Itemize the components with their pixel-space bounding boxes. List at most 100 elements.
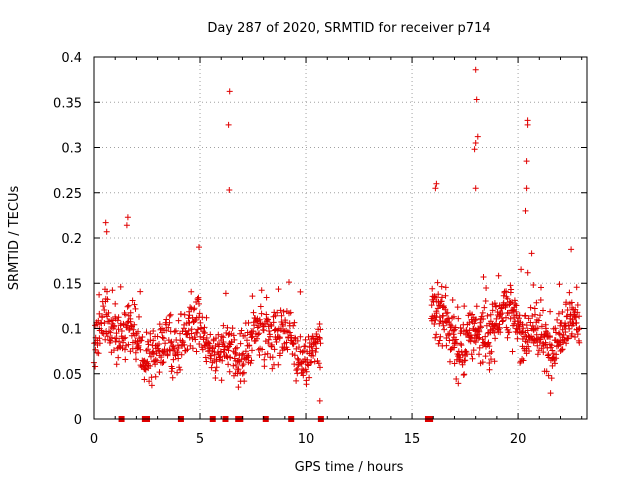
- data-point: [212, 375, 219, 381]
- data-point: [572, 334, 578, 340]
- data-point: [538, 323, 545, 330]
- data-point: [435, 340, 442, 347]
- data-point: [503, 302, 510, 309]
- data-point: [520, 325, 527, 332]
- data-point: [476, 328, 483, 335]
- data-point: [190, 306, 197, 313]
- data-point: [457, 324, 464, 331]
- data-point: [104, 333, 111, 340]
- data-point: [568, 299, 575, 306]
- data-point: [159, 334, 166, 341]
- data-point: [446, 319, 453, 325]
- data-point: [242, 332, 248, 339]
- data-point: [135, 342, 142, 349]
- data-point-outlier: [472, 185, 479, 192]
- data-point: [199, 346, 206, 353]
- data-point: [203, 335, 210, 341]
- data-point: [202, 354, 209, 361]
- data-point: [104, 296, 111, 303]
- data-point: [492, 335, 499, 342]
- data-point: [491, 329, 498, 336]
- data-point: [117, 283, 124, 290]
- data-point: [258, 287, 265, 294]
- data-point: [576, 339, 583, 346]
- data-point: [535, 317, 542, 324]
- data-point: [215, 331, 222, 338]
- data-point: [548, 342, 555, 349]
- data-point: [483, 285, 490, 291]
- data-point: [212, 367, 219, 374]
- data-point: [175, 317, 182, 324]
- data-point: [484, 330, 491, 337]
- data-point: [274, 309, 281, 316]
- data-point: [175, 345, 182, 351]
- data-point: [188, 326, 195, 333]
- data-point: [175, 355, 182, 362]
- data-point: [101, 320, 108, 326]
- data-point: [156, 369, 163, 376]
- data-point: [500, 292, 507, 299]
- data-point: [290, 322, 297, 329]
- data-point: [229, 325, 236, 332]
- data-point: [573, 319, 580, 326]
- data-point: [120, 335, 127, 342]
- data-point: [230, 332, 237, 339]
- data-point: [541, 332, 547, 339]
- data-point: [219, 357, 226, 364]
- data-point: [461, 303, 468, 310]
- data-point: [268, 343, 275, 350]
- data-point: [548, 375, 555, 382]
- data-point: [442, 284, 449, 291]
- data-point: [309, 347, 316, 354]
- data-point: [555, 310, 562, 317]
- data-point: [543, 368, 550, 375]
- data-point: [237, 330, 244, 337]
- data-point: [315, 360, 322, 367]
- data-point: [245, 319, 252, 326]
- data-point: [171, 345, 178, 352]
- data-point: [516, 315, 522, 322]
- data-point: [124, 319, 131, 326]
- data-point: [272, 312, 279, 319]
- data-point: [575, 326, 582, 333]
- data-point: [105, 309, 112, 316]
- data-point: [487, 318, 494, 325]
- data-point: [146, 350, 153, 357]
- data-point-outlier: [196, 244, 202, 251]
- data-point: [302, 343, 309, 350]
- data-point: [154, 333, 161, 340]
- data-point-outlier: [522, 207, 529, 214]
- data-point: [203, 358, 210, 365]
- data-point: [564, 313, 571, 320]
- data-point: [112, 300, 119, 307]
- data-point: [282, 319, 289, 326]
- data-point-outlier: [432, 185, 439, 192]
- data-point: [262, 351, 268, 358]
- data-point: [208, 352, 215, 359]
- data-point: [454, 304, 461, 311]
- data-point: [316, 321, 323, 327]
- data-point: [100, 303, 107, 310]
- data-point: [509, 307, 516, 314]
- data-point: [547, 390, 554, 397]
- data-point: [568, 330, 575, 337]
- data-point: [129, 297, 136, 304]
- data-point: [482, 333, 489, 340]
- data-point: [265, 340, 272, 347]
- data-point: [509, 348, 516, 355]
- data-point: [125, 302, 132, 309]
- data-point: [106, 328, 112, 335]
- data-point: [152, 361, 159, 368]
- data-point: [442, 306, 449, 313]
- data-point: [435, 291, 442, 298]
- data-point: [481, 304, 488, 311]
- data-point: [544, 329, 551, 336]
- data-point: [537, 336, 544, 343]
- data-point: [114, 317, 121, 324]
- data-point: [298, 359, 305, 366]
- data-point: [246, 342, 253, 349]
- data-point: [156, 341, 162, 347]
- data-point: [248, 334, 255, 341]
- data-point: [461, 371, 468, 378]
